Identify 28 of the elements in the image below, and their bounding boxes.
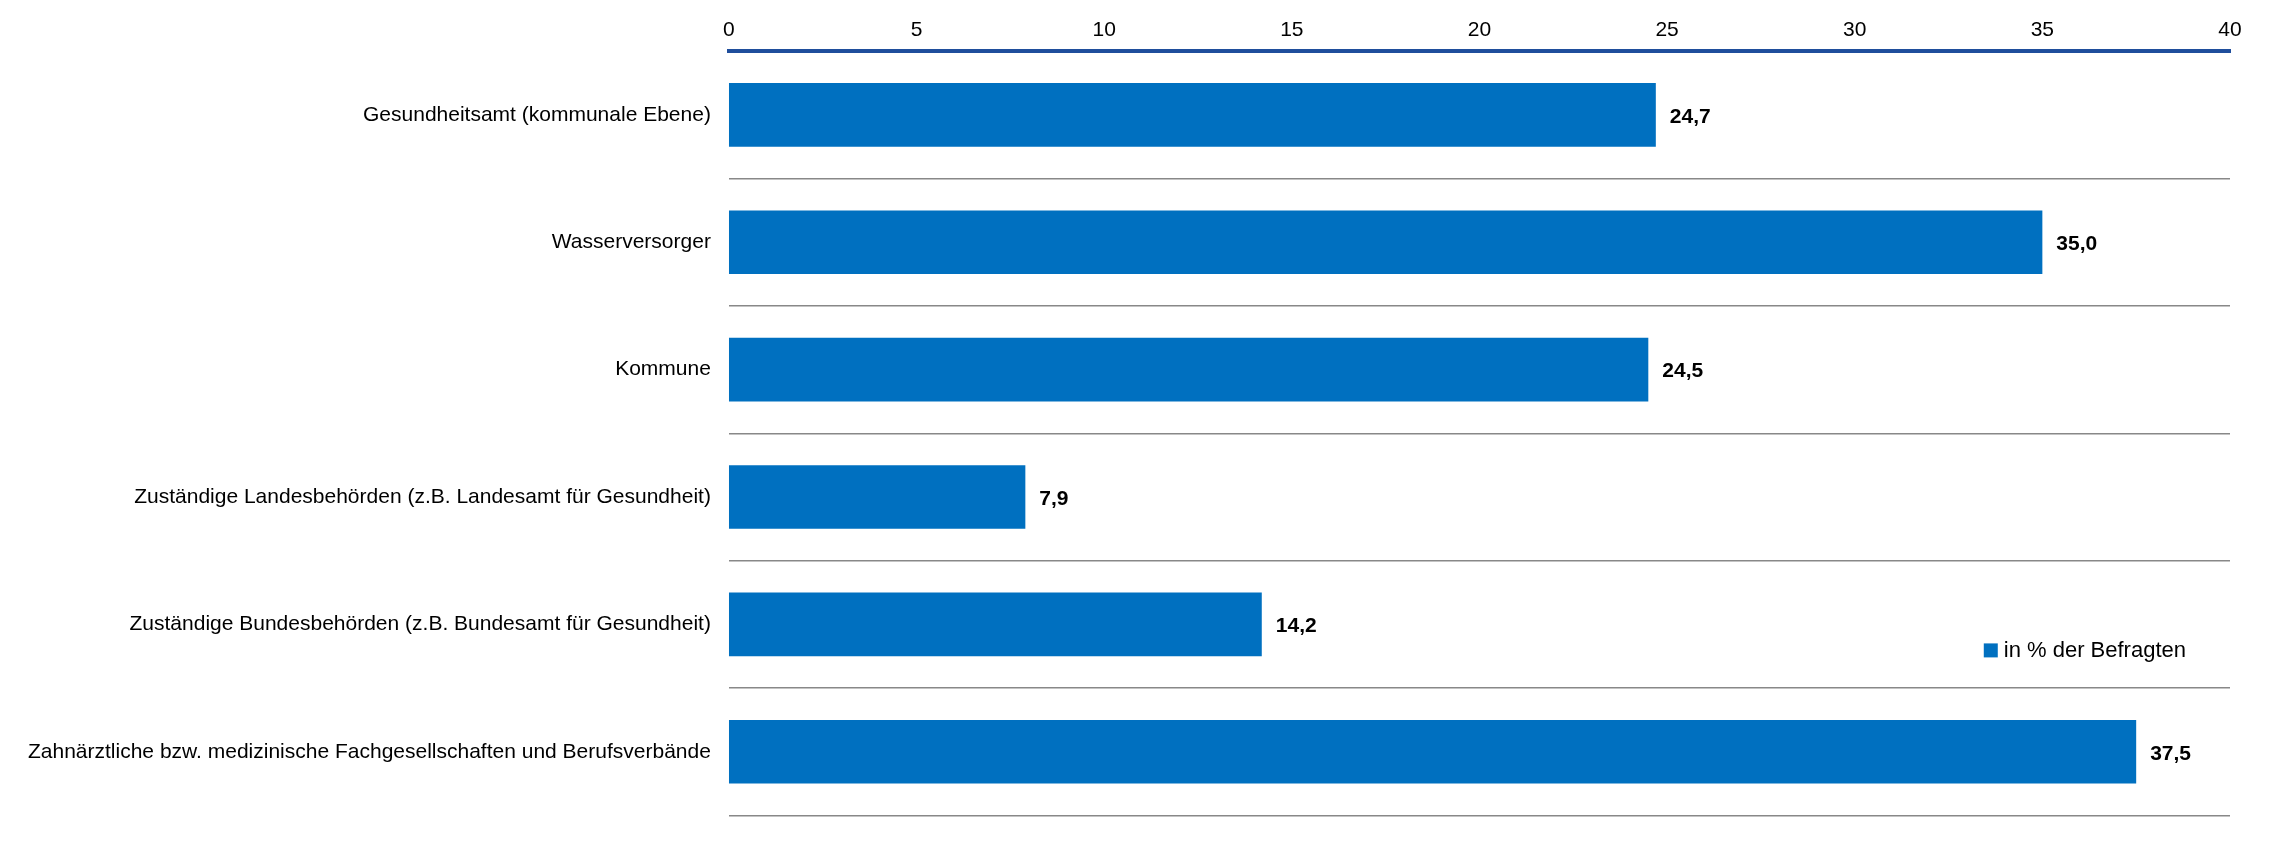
x-tick-label: 35 [2030, 17, 2055, 41]
bar [728, 465, 1026, 529]
x-tick-label: 40 [2218, 17, 2242, 41]
y-tick-label: Wasserversorger [551, 229, 711, 253]
bar [728, 719, 2137, 784]
bar [728, 337, 1649, 402]
x-tick-label: 15 [1280, 17, 1304, 41]
data-label: 7,9 [1039, 485, 1069, 509]
data-label: 37,5 [2150, 740, 2192, 764]
data-label: 24,5 [1662, 358, 1704, 382]
y-tick-label: Kommune [615, 356, 711, 380]
x-tick-label: 25 [1655, 17, 1679, 41]
bar [728, 592, 1262, 657]
x-tick-label: 5 [910, 17, 923, 41]
bar [728, 83, 1656, 147]
data-label: 14,2 [1275, 613, 1317, 637]
x-tick-label: 0 [723, 17, 735, 41]
x-tick-label: 30 [1843, 17, 1867, 41]
data-label: 24,7 [1669, 103, 1711, 127]
y-tick-label: Zahnärztliche bzw. medizinische Fachgesellschaften und Berufsverbände [27, 738, 711, 762]
x-tick-label: 10 [1092, 17, 1116, 41]
y-tick-label: Zuständige Bundesbehörden (z.B. Bundesamt für Gesundheit) [129, 611, 711, 635]
bar [728, 210, 2043, 275]
y-tick-label: Gesundheitsamt (kommunale Ebene) [363, 101, 711, 125]
legend-label: in % der Befragten [2003, 637, 2187, 663]
data-label: 35,0 [2056, 231, 2098, 255]
y-tick-label: Zuständige Landesbehörden (z.B. Landesamt für Gesundheit) [134, 483, 711, 507]
x-tick-label: 20 [1467, 17, 1492, 41]
